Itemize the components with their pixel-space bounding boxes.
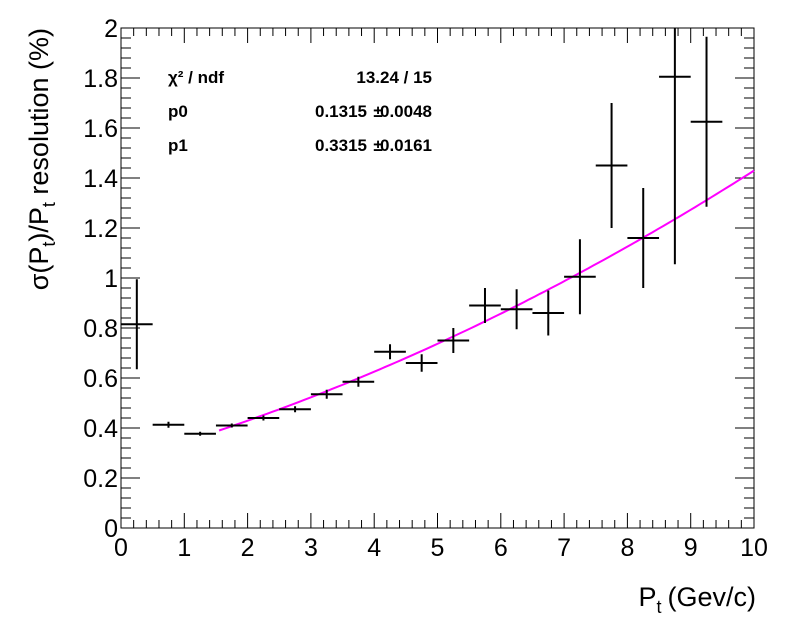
y-axis-title-sub2: t xyxy=(39,202,59,207)
p1-error: 0.0161 xyxy=(380,136,432,155)
data-point xyxy=(532,290,565,336)
data-point xyxy=(659,28,691,265)
fit-curve xyxy=(218,169,755,432)
data-point xyxy=(690,36,723,207)
x-tick-label: 8 xyxy=(620,534,634,562)
y-tick-label: 0.4 xyxy=(83,415,118,443)
data-point xyxy=(564,239,596,315)
fit-stats-box: χ² / ndf 13.24 / 15 p0 0.1315 ± 0.0048 p… xyxy=(168,68,432,155)
data-point xyxy=(152,421,185,428)
x-axis-title-main: P xyxy=(638,582,656,612)
y-axis-title: σ(Pt)/Pt resolution (%) xyxy=(24,28,59,290)
y-tick-label: 0 xyxy=(104,515,118,543)
data-point xyxy=(215,423,248,428)
x-axis-title-sub: t xyxy=(656,597,661,617)
data-point xyxy=(437,328,470,353)
data-point xyxy=(374,344,406,360)
y-tick-label: 1.8 xyxy=(83,65,118,93)
x-tick-label: 7 xyxy=(557,534,571,562)
data-point xyxy=(310,389,343,399)
x-axis-title: Pt (Gev/c) xyxy=(638,582,756,617)
data-point xyxy=(247,415,280,421)
data-point xyxy=(627,188,660,288)
x-tick-label: 5 xyxy=(431,534,445,562)
chi2-label: χ² / ndf xyxy=(168,68,224,87)
p1-pm: ± xyxy=(373,136,382,155)
y-tick-label: 0.8 xyxy=(83,315,118,343)
x-tick-label: 9 xyxy=(684,534,698,562)
data-point xyxy=(121,279,153,370)
data-point xyxy=(279,406,311,413)
x-axis-title-unit: (Gev/c) xyxy=(667,582,756,612)
y-tick-label: 1 xyxy=(104,265,118,293)
y-tick-label: 0.2 xyxy=(83,465,118,493)
x-tick-label: 3 xyxy=(304,534,318,562)
axis-ticks xyxy=(120,27,755,529)
x-tick-label: 4 xyxy=(367,534,381,562)
p1-label: p1 xyxy=(168,136,188,155)
y-axis-title-sub1: t xyxy=(39,242,59,247)
y-tick-label: 1.2 xyxy=(83,215,118,243)
y-axis-title-part1: σ(P xyxy=(24,247,54,291)
p0-label: p0 xyxy=(168,102,188,121)
p0-pm: ± xyxy=(373,102,382,121)
y-tick-label: 1.4 xyxy=(83,165,118,193)
y-tick-label: 0.6 xyxy=(83,365,118,393)
p0-value: 0.1315 xyxy=(315,102,367,121)
x-tick-label: 1 xyxy=(177,534,191,562)
p0-error: 0.0048 xyxy=(380,102,432,121)
y-tick-labels: 0 0.2 0.4 0.6 0.8 1 1.2 1.4 1.6 1.8 2 xyxy=(83,15,118,543)
x-tick-label: 2 xyxy=(241,534,255,562)
fit-layer xyxy=(218,169,755,432)
plot-frame xyxy=(120,27,755,529)
y-axis-title-part2: )/P xyxy=(24,207,54,242)
y-tick-label: 2 xyxy=(104,15,118,43)
p1-value: 0.3315 xyxy=(315,136,367,155)
data-point xyxy=(405,354,438,372)
data-point xyxy=(184,431,216,436)
data-point xyxy=(595,103,628,228)
data-point xyxy=(500,289,533,330)
chi2-value: 13.24 / 15 xyxy=(356,68,432,87)
data-points xyxy=(121,28,723,436)
data-point xyxy=(342,376,375,387)
x-tick-label: 6 xyxy=(494,534,508,562)
y-tick-label: 1.6 xyxy=(83,115,118,143)
data-point xyxy=(469,288,501,323)
y-axis-title-part3: resolution (%) xyxy=(24,28,54,202)
x-tick-label: 0 xyxy=(114,534,128,562)
x-tick-label: 10 xyxy=(740,534,768,562)
x-tick-labels: 0 1 2 3 4 5 6 7 8 9 10 xyxy=(114,534,768,562)
